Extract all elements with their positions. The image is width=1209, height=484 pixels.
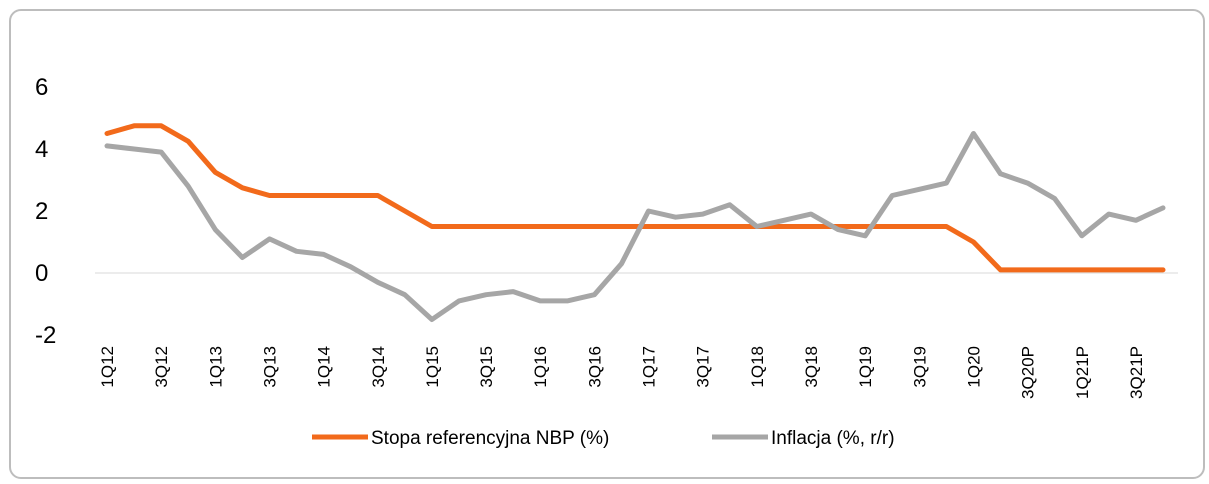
x-tick-label: 3Q17 [694, 346, 713, 388]
x-tick-label: 1Q13 [206, 346, 225, 388]
y-tick-label: 4 [35, 136, 48, 163]
y-tick-label: 0 [35, 260, 48, 287]
y-tick-label: -2 [35, 322, 56, 349]
series-line [104, 131, 1166, 322]
x-tick-label: 1Q21P [1073, 346, 1092, 399]
x-tick-label: 3Q16 [585, 346, 604, 388]
series-line [104, 123, 1166, 273]
x-tick-label: 3Q13 [260, 346, 279, 388]
x-tick-label: 1Q16 [531, 346, 550, 388]
x-tick-label: 1Q12 [98, 346, 117, 388]
x-tick-label: 1Q15 [423, 346, 442, 388]
x-tick-label: 1Q19 [856, 346, 875, 388]
y-tick-label: 2 [35, 198, 48, 225]
x-tick-label: 1Q17 [640, 346, 659, 388]
x-tick-label: 3Q18 [802, 346, 821, 388]
x-tick-label: 1Q14 [315, 346, 334, 388]
x-tick-label: 3Q12 [152, 346, 171, 388]
x-tick-label: 3Q15 [477, 346, 496, 388]
chart-frame [9, 9, 1205, 479]
x-tick-label: 1Q20 [964, 346, 983, 388]
legend-label: Inflacja (%, r/r) [771, 428, 895, 449]
x-tick-label: 3Q19 [910, 346, 929, 388]
x-tick-label: 1Q18 [748, 346, 767, 388]
x-tick-label: 3Q21P [1127, 346, 1146, 399]
x-tick-label: 3Q14 [369, 346, 388, 388]
legend-label: Stopa referencyjna NBP (%) [371, 428, 609, 449]
y-tick-label: 6 [35, 74, 48, 101]
x-tick-label: 3Q20P [1019, 346, 1038, 399]
